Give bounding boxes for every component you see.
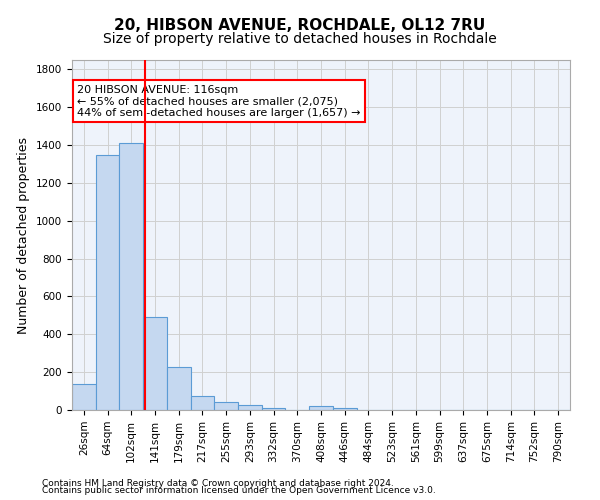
- Bar: [72, 384, 96, 410]
- Y-axis label: Number of detached properties: Number of detached properties: [17, 136, 31, 334]
- Bar: [262, 408, 286, 410]
- Bar: [238, 405, 262, 410]
- Text: 20, HIBSON AVENUE, ROCHDALE, OL12 7RU: 20, HIBSON AVENUE, ROCHDALE, OL12 7RU: [115, 18, 485, 32]
- Text: Size of property relative to detached houses in Rochdale: Size of property relative to detached ho…: [103, 32, 497, 46]
- Bar: [119, 143, 143, 410]
- Bar: [167, 368, 191, 410]
- Text: Contains HM Land Registry data © Crown copyright and database right 2024.: Contains HM Land Registry data © Crown c…: [42, 478, 394, 488]
- Text: Contains public sector information licensed under the Open Government Licence v3: Contains public sector information licen…: [42, 486, 436, 495]
- Bar: [191, 396, 214, 410]
- Bar: [96, 154, 119, 410]
- Bar: [309, 406, 333, 410]
- Bar: [333, 408, 356, 410]
- Bar: [143, 318, 167, 410]
- Text: 20 HIBSON AVENUE: 116sqm
← 55% of detached houses are smaller (2,075)
44% of sem: 20 HIBSON AVENUE: 116sqm ← 55% of detach…: [77, 84, 361, 117]
- Bar: [214, 402, 238, 410]
